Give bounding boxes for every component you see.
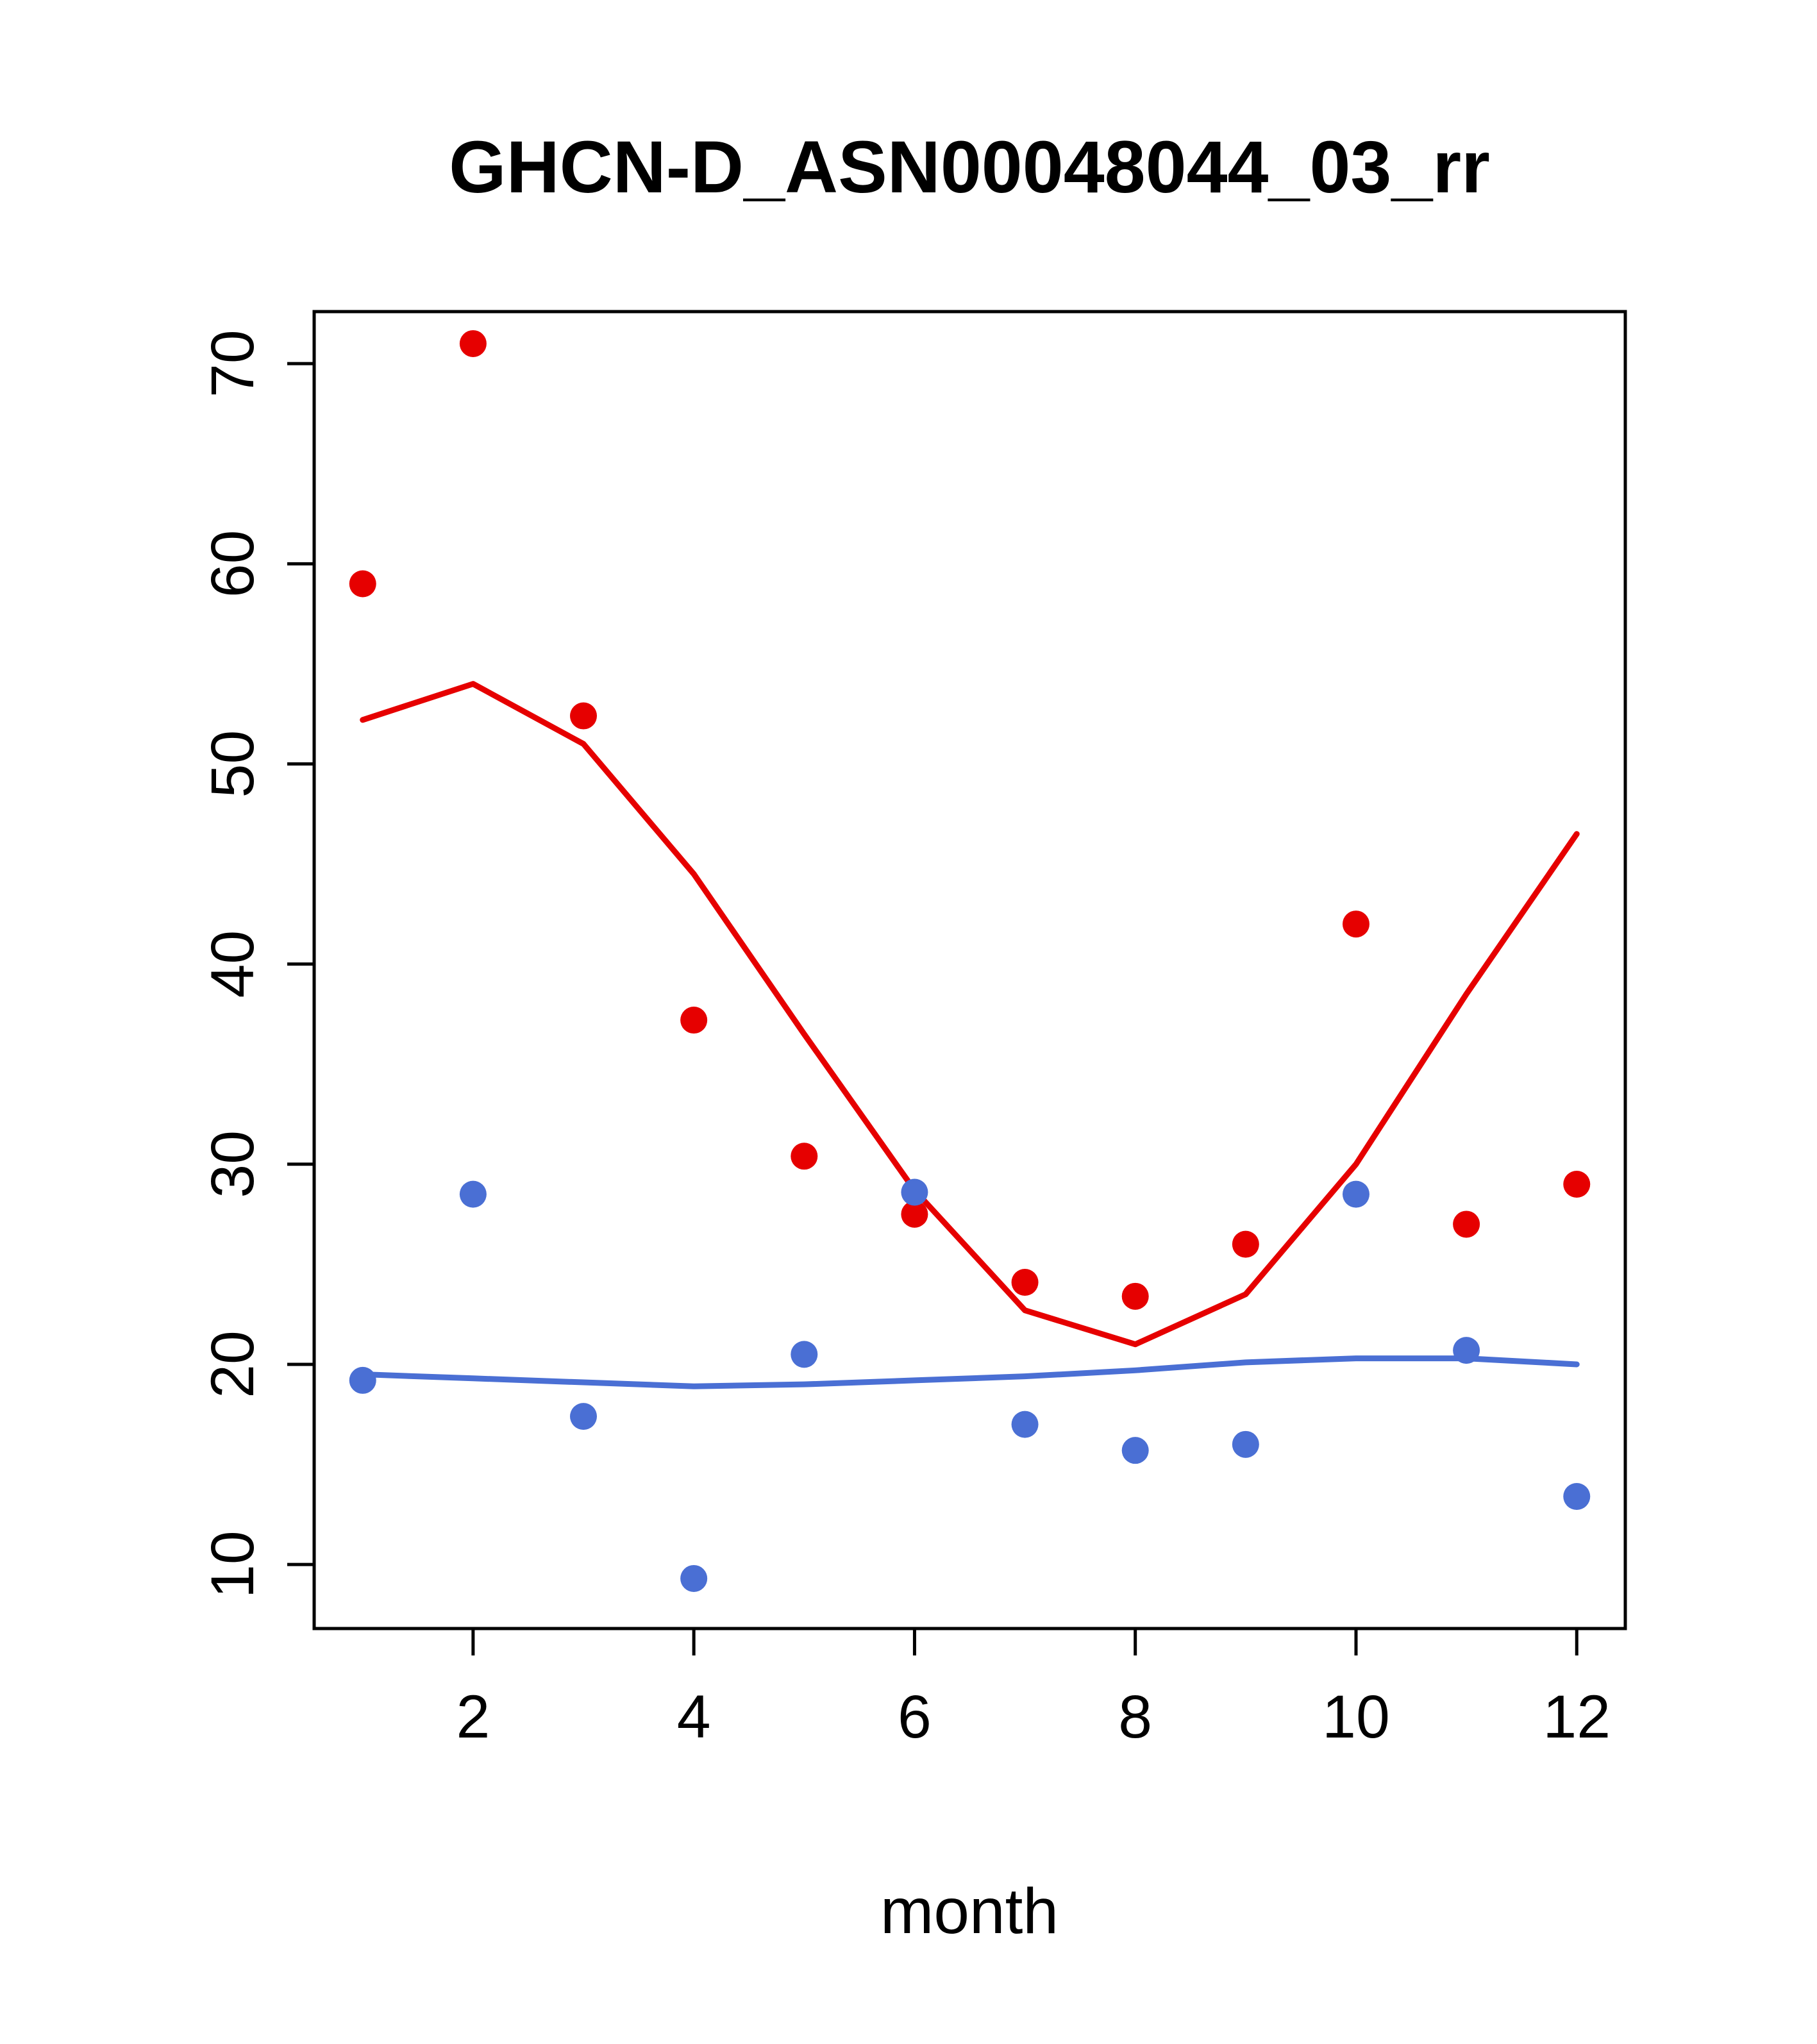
- y-tick-label: 40: [199, 930, 267, 998]
- x-axis-label: month: [880, 1875, 1059, 1947]
- x-tick-label: 12: [1543, 1683, 1611, 1751]
- blue-point: [1453, 1337, 1480, 1364]
- red-point: [1011, 1268, 1039, 1296]
- blue-point: [349, 1366, 376, 1394]
- x-tick-label: 6: [898, 1683, 932, 1751]
- x-tick-label: 4: [677, 1683, 711, 1751]
- y-tick-label: 60: [199, 530, 267, 598]
- red-point: [1453, 1210, 1480, 1238]
- blue-point: [1011, 1411, 1039, 1438]
- red-point: [1342, 910, 1369, 938]
- blue-point: [570, 1403, 598, 1430]
- red-point: [901, 1200, 928, 1228]
- blue-point: [1121, 1437, 1149, 1464]
- blue-point: [1342, 1180, 1369, 1208]
- plot-area: 2 4 6 8 10 12 10 20 30 40 50 60 70: [199, 310, 1627, 1751]
- y-tick-label: 20: [199, 1330, 267, 1398]
- blue-point: [901, 1178, 928, 1206]
- y-tick-label: 30: [199, 1130, 267, 1198]
- blue-point: [1232, 1430, 1259, 1458]
- chart-title: GHCN-D_ASN00048044_03_rr: [449, 126, 1490, 208]
- red-point: [791, 1143, 818, 1170]
- red-point: [1563, 1171, 1591, 1198]
- x-tick-label: 8: [1118, 1683, 1152, 1751]
- red-smooth-line: [360, 681, 1580, 1348]
- red-point: [680, 1007, 708, 1034]
- red-point: [570, 702, 598, 730]
- plot-box: [312, 310, 1627, 1630]
- blue-smooth-line: [360, 1355, 1580, 1389]
- y-tick-label: 50: [199, 730, 267, 798]
- blue-point: [459, 1180, 487, 1208]
- blue-point: [1563, 1482, 1591, 1510]
- red-point: [459, 330, 487, 357]
- red-point: [1232, 1230, 1259, 1258]
- red-point: [349, 570, 376, 598]
- y-tick-label: 10: [199, 1530, 267, 1598]
- blue-point: [680, 1564, 708, 1592]
- x-tick-label: 10: [1322, 1683, 1390, 1751]
- y-tick-label: 70: [199, 330, 267, 398]
- x-tick-label: 2: [456, 1683, 490, 1751]
- red-point: [1121, 1282, 1149, 1310]
- blue-point: [791, 1341, 818, 1368]
